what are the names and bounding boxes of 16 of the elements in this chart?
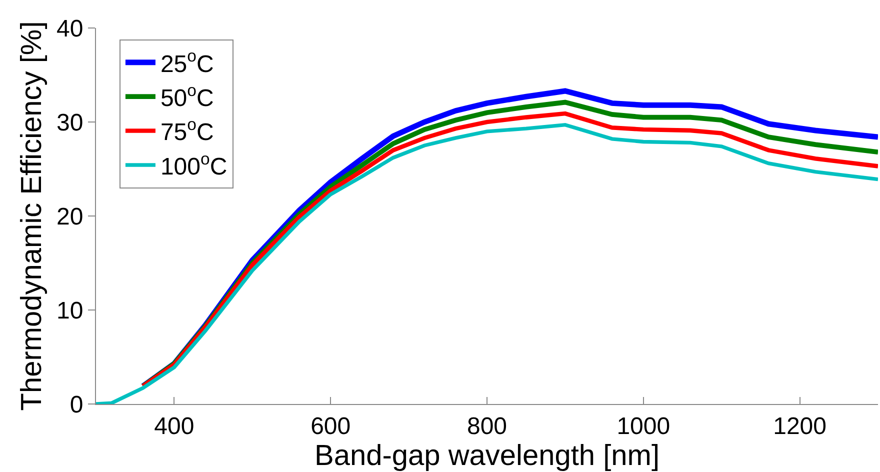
y-tick-label: 20	[56, 203, 84, 230]
y-axis-title: Thermodynamic Efficiency [%]	[16, 21, 48, 411]
x-tick-label: 400	[154, 412, 194, 440]
legend-label: 50$^{o}$C	[160, 80, 214, 112]
legend-label: 100$^{o}$C	[160, 149, 228, 180]
x-tick-label: 1200	[773, 412, 826, 440]
x-tick-label: 1000	[616, 412, 670, 440]
x-tick-label: 600	[310, 412, 351, 440]
y-tick-label: 30	[56, 109, 84, 136]
x-axis-title: Band-gap wavelength [nm]	[314, 440, 660, 472]
legend-label: 25$^{o}$C	[160, 46, 214, 78]
legend-label: 75$^{o}$C	[160, 115, 214, 146]
y-tick-label: 10	[56, 297, 84, 324]
y-tick-label: 40	[56, 15, 84, 42]
y-tick-label: 0	[70, 391, 84, 418]
x-tick-label: 800	[466, 412, 508, 440]
